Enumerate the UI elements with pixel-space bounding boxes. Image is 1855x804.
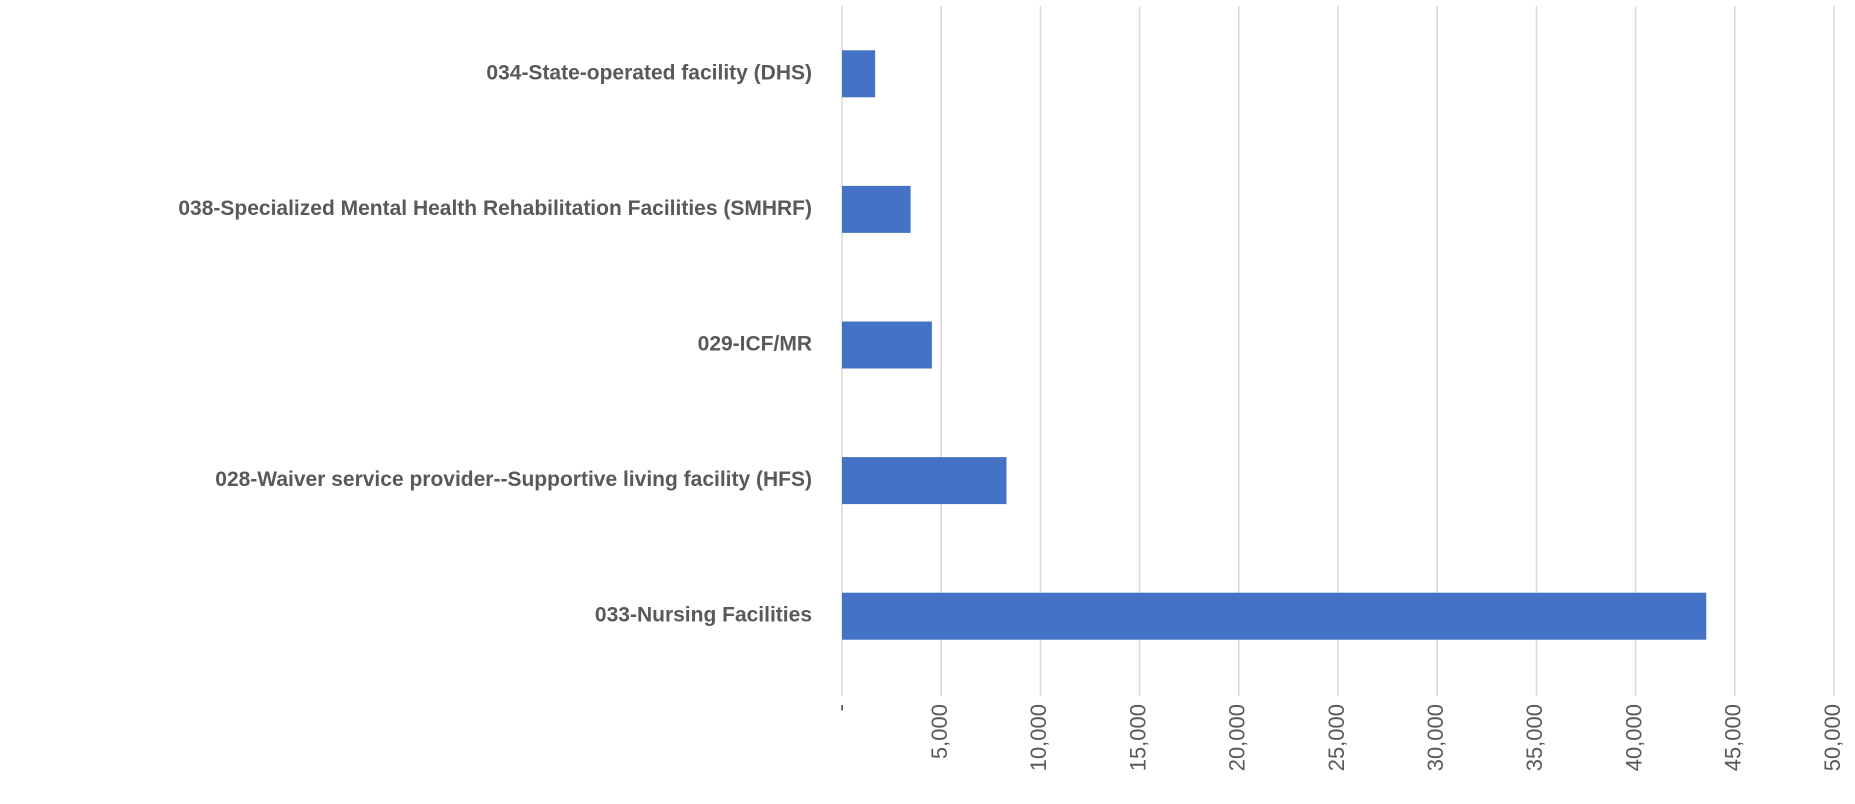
x-tick-label: 10,000: [1026, 704, 1051, 771]
x-tick-label: 15,000: [1125, 704, 1150, 771]
x-tick-label: 45,000: [1721, 704, 1746, 771]
bar: [842, 592, 1707, 640]
x-tick-label: 50,000: [1820, 704, 1845, 771]
x-tick-label: 30,000: [1423, 704, 1448, 771]
x-tick-label: 40,000: [1621, 704, 1646, 771]
x-tick-label: 25,000: [1324, 704, 1349, 771]
x-tick-label: -: [828, 704, 853, 711]
y-tick-label: 034-State-operated facility (DHS): [486, 61, 812, 84]
y-tick-label: 038-Specialized Mental Health Rehabilita…: [178, 197, 812, 220]
x-tick-label: 20,000: [1225, 704, 1250, 771]
x-tick-label: 35,000: [1522, 704, 1547, 771]
y-tick-label: 029-ICF/MR: [698, 333, 812, 356]
y-tick-label: 033-Nursing Facilities: [595, 604, 812, 627]
x-tick-label: 5,000: [927, 704, 952, 759]
y-tick-label: 028-Waiver service provider--Supportive …: [215, 468, 812, 491]
bar: [842, 457, 1007, 505]
bar: [842, 185, 911, 233]
bar: [842, 321, 932, 369]
bar: [842, 50, 876, 98]
